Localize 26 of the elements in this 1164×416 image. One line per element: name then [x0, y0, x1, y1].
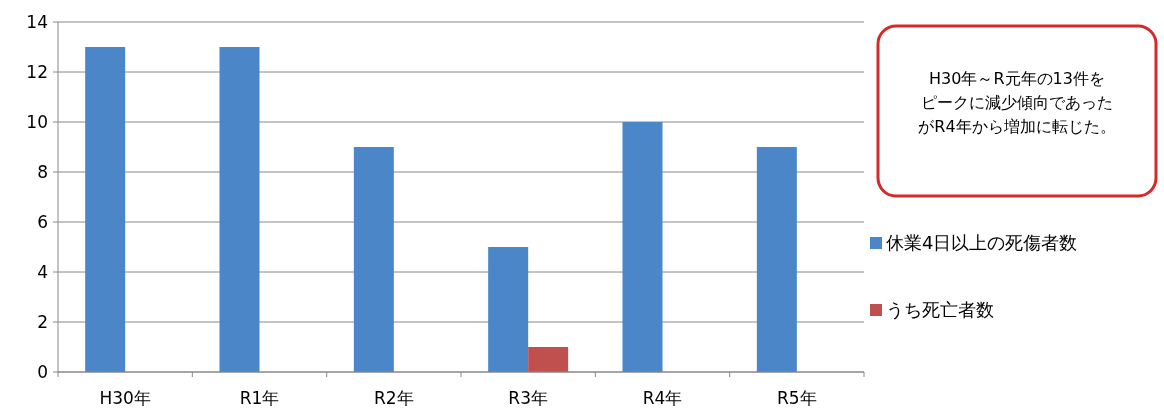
bar: [85, 47, 126, 372]
y-tick-label: 8: [37, 161, 48, 182]
y-tick-label: 2: [37, 311, 48, 332]
x-tick-label: R1年: [239, 388, 280, 408]
x-tick-label: R2年: [374, 388, 414, 408]
text: がR4年から増加に転じた。: [918, 117, 1116, 136]
bar: [756, 147, 797, 372]
bar: [353, 147, 394, 372]
y-tick-label: 10: [26, 111, 48, 132]
bar: [219, 47, 260, 372]
x-tick-label: R3年: [508, 388, 548, 408]
x-tick-label: R5年: [777, 388, 817, 408]
bar: [622, 122, 663, 372]
text: ピークに減少傾向であった: [921, 93, 1113, 112]
text: H30年～R元年の13件を: [929, 69, 1105, 88]
y-tick-label: 4: [37, 261, 48, 282]
y-tick-label: 12: [26, 61, 48, 82]
y-tick-label: 6: [37, 211, 48, 232]
bar: [528, 347, 569, 372]
x-tick-label: H30年: [99, 388, 151, 408]
legend-label: 休業4日以上の死傷者数: [886, 232, 1078, 254]
y-tick-label: 14: [26, 11, 48, 32]
bar: [488, 247, 529, 372]
x-tick-label: R4年: [642, 388, 683, 408]
legend-label: うち死亡者数: [886, 299, 994, 321]
y-tick-label: 0: [37, 361, 48, 382]
